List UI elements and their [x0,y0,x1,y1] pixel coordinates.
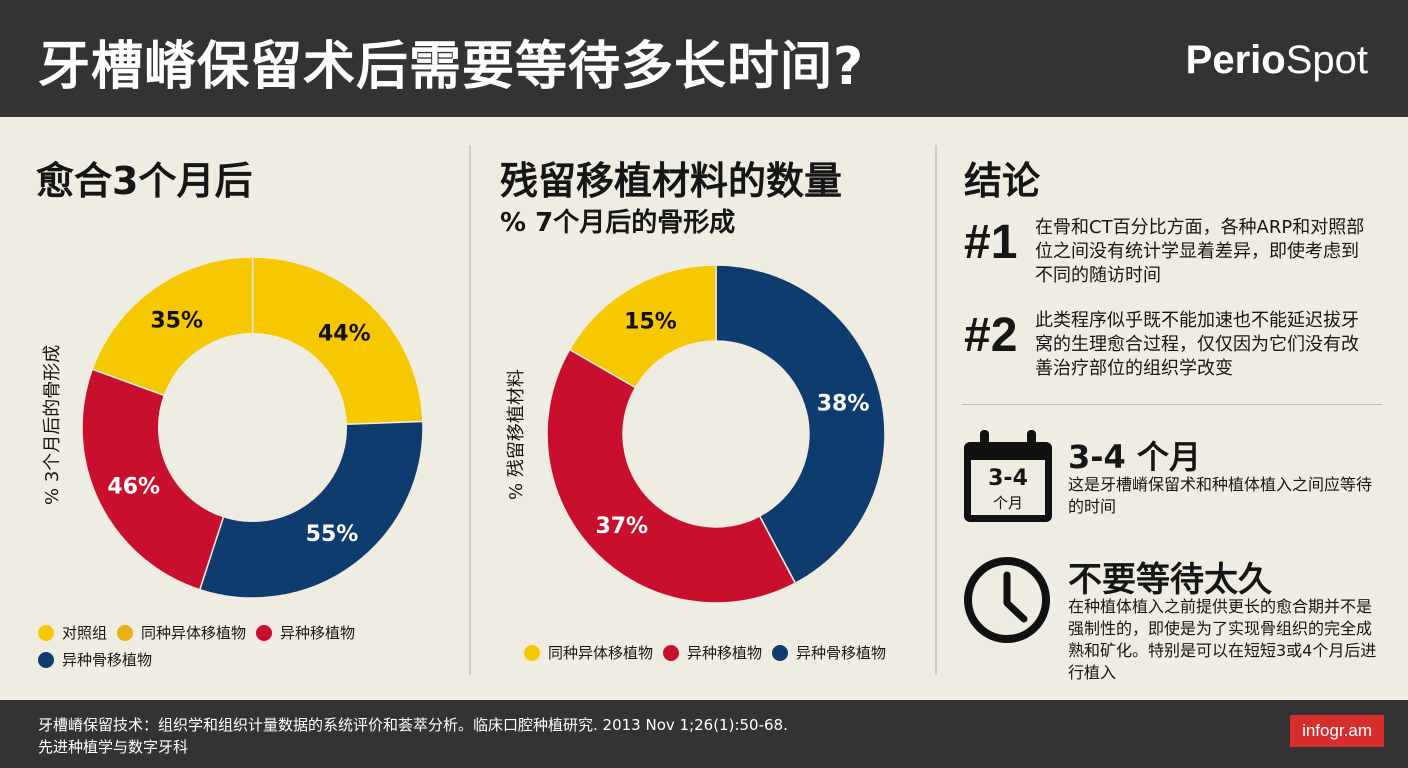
divider [935,145,937,675]
slice-label: 37% [595,514,648,539]
donut-slice [568,264,717,389]
chart2-title: 残留移植材料的数量 [500,159,843,203]
divider [469,145,471,675]
brand-logo: PerioSpot [1185,38,1368,82]
clock-icon [964,557,1050,643]
legend-swatch [663,644,680,661]
legend-label: 同种异体移植物 [548,644,654,662]
conclusion-1-text: 在骨和CT百分比方面，各种ARP和对照部位之间没有统计学显着差异，即使考虑到不同… [1035,217,1365,286]
legend-item: 对照组 [38,622,107,643]
donut-slice [91,256,254,397]
legend-swatch [256,624,273,641]
legend-item: 异种移植物 [256,622,355,643]
chart1-legend: 对照组 同种异体移植物 异种移植物异种骨移植物 [38,622,458,670]
slice-label: 44% [318,321,371,346]
calendar-icon: 3-4 个月 [964,430,1052,522]
legend-item: 同种异体移植物 [117,622,246,643]
chart1-ylabel: % 3个月后的骨形成 [42,344,63,505]
clock-title: 不要等待太久 [1068,560,1272,600]
slice-label: 35% [150,308,203,333]
calendar-title: 3-4 个月 [1068,438,1201,476]
chart1-donut: 44% 55% 46% 35% [81,256,424,599]
legend-item: 异种移植物 [663,642,762,663]
donut-slice [715,264,886,585]
slice-label: 55% [306,522,359,547]
legend-swatch [117,624,134,641]
slice-label: 15% [624,310,677,335]
legend-item: 同种异体移植物 [524,642,653,663]
citation: 牙槽嵴保留技术：组织学和组织计量数据的系统评价和荟萃分析。临床口腔种植研究. 2… [38,716,788,756]
page-title: 牙槽嵴保留术后需要等待多长时间? [38,37,865,97]
conclusion-title: 结论 [964,159,1041,203]
infogram-badge[interactable]: infogr.am [1290,715,1384,747]
footer [0,700,1408,768]
conclusion-2-number: #2 [964,309,1018,362]
legend-swatch [38,624,54,641]
legend-item: 异种骨移植物 [38,649,152,670]
donut-slice [546,348,797,604]
chart2-donut: 38% 37% 15% [546,264,886,604]
legend-swatch [38,651,54,668]
legend-label: 异种骨移植物 [62,651,153,669]
legend-swatch [772,644,789,661]
chart2-subtitle: % 7个月后的骨形成 [500,208,736,238]
divider [962,404,1382,405]
calendar-text: 这是牙槽嵴保留术和种植体植入之间应等待的时间 [1068,475,1373,516]
legend-swatch [524,644,540,661]
slice-label: 38% [817,391,870,416]
legend-label: 异种移植物 [280,624,356,642]
legend-label: 异种移植物 [687,644,763,662]
conclusion-1-number: #1 [964,216,1018,269]
chart2-legend: 同种异体移植物 异种移植物 异种骨移植物 [524,642,944,663]
header: 牙槽嵴保留术后需要等待多长时间? PerioSpot [0,0,1408,117]
legend-label: 对照组 [62,624,108,642]
slice-label: 46% [107,474,160,499]
donut-slice [81,368,225,591]
chart2-ylabel: % 残留移植材料 [506,369,527,500]
clock-text: 在种植体植入之前提供更长的愈合期并不是强制性的，即使是为了实现骨组织的完全成熟和… [1068,597,1377,682]
conclusion-2-text: 此类程序似乎既不能加速也不能延迟拔牙窝的生理愈合过程，仅仅因为它们没有改善治疗部… [1035,310,1359,379]
chart1-title: 愈合3个月后 [36,159,253,203]
donut-slice [198,420,424,599]
legend-label: 同种异体移植物 [141,624,247,642]
legend-label: 异种骨移植物 [796,644,887,662]
legend-item: 异种骨移植物 [772,642,886,663]
donut-slice [251,256,424,426]
